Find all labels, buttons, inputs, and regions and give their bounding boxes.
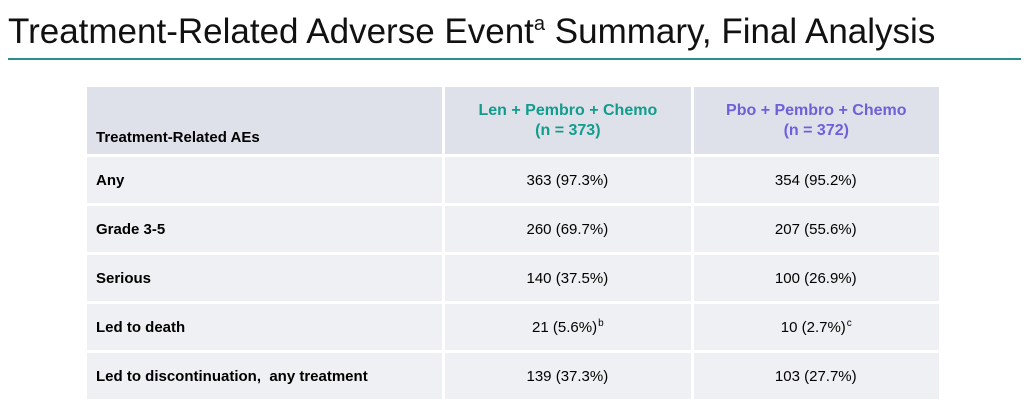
title-underline <box>8 58 1021 60</box>
table-row: Serious 140 (37.5%) 100 (26.9%) <box>87 255 939 301</box>
arm1-n: (n = 373) <box>535 121 601 139</box>
title-text: Treatment-Related Adverse Event <box>8 12 534 51</box>
arm1-value: 21 (5.6%) <box>532 319 598 336</box>
adverse-event-table: Treatment-Related AEs Len + Pembro + Che… <box>84 84 942 402</box>
row-label: Any <box>87 157 443 203</box>
arm1-value-cell: 260 (69.7%) <box>445 206 691 252</box>
arm2-name: Pbo + Pembro + Chemo <box>726 101 907 119</box>
arm2-value-cell: 103 (27.7%) <box>693 353 939 399</box>
table-row: Any 363 (97.3%) 354 (95.2%) <box>87 157 939 203</box>
table-header-row: Treatment-Related AEs Len + Pembro + Che… <box>87 87 939 154</box>
arm2-n: (n = 372) <box>783 121 849 139</box>
arm1-value: 139 (37.3%) <box>526 368 609 385</box>
arm2-value: 103 (27.7%) <box>774 368 857 385</box>
arm2-footnote: c <box>846 318 852 329</box>
arm1-value-cell: 363 (97.3%) <box>445 157 691 203</box>
row-label: Serious <box>87 255 443 301</box>
header-label-cell: Treatment-Related AEs <box>87 87 443 154</box>
arm1-value: 140 (37.5%) <box>526 270 609 287</box>
arm1-value: 260 (69.7%) <box>526 221 609 238</box>
arm1-name: Len + Pembro + Chemo <box>478 101 658 119</box>
header-arm2-cell: Pbo + Pembro + Chemo (n = 372) <box>693 87 939 154</box>
header-arm1-cell: Len + Pembro + Chemo (n = 373) <box>445 87 691 154</box>
arm2-value-cell: 354 (95.2%) <box>693 157 939 203</box>
arm1-footnote: b <box>598 318 604 329</box>
arm2-value: 10 (2.7%) <box>780 319 846 336</box>
title-suffix: Summary, Final Analysis <box>545 12 936 51</box>
row-label: Grade 3-5 <box>87 206 443 252</box>
arm2-value: 354 (95.2%) <box>774 172 857 189</box>
arm2-value: 207 (55.6%) <box>774 221 857 238</box>
row-label: Led to discontinuation, any treatment <box>87 353 443 399</box>
arm2-value-cell: 100 (26.9%) <box>693 255 939 301</box>
title-footnote-marker: a <box>533 13 546 35</box>
arm1-value: 363 (97.3%) <box>526 172 609 189</box>
table-row: Led to death 21 (5.6%)b 10 (2.7%)c <box>87 304 939 350</box>
arm1-value-cell: 140 (37.5%) <box>445 255 691 301</box>
arm2-value: 100 (26.9%) <box>774 270 857 287</box>
row-label: Led to death <box>87 304 443 350</box>
arm1-value-cell: 139 (37.3%) <box>445 353 691 399</box>
arm1-value-cell: 21 (5.6%)b <box>445 304 691 350</box>
slide-title: Treatment-Related Adverse Eventa Summary… <box>8 12 935 52</box>
arm2-value-cell: 10 (2.7%)c <box>693 304 939 350</box>
arm2-value-cell: 207 (55.6%) <box>693 206 939 252</box>
header-label: Treatment-Related AEs <box>96 129 260 146</box>
table-row: Led to discontinuation, any treatment 13… <box>87 353 939 399</box>
table-row: Grade 3-5 260 (69.7%) 207 (55.6%) <box>87 206 939 252</box>
